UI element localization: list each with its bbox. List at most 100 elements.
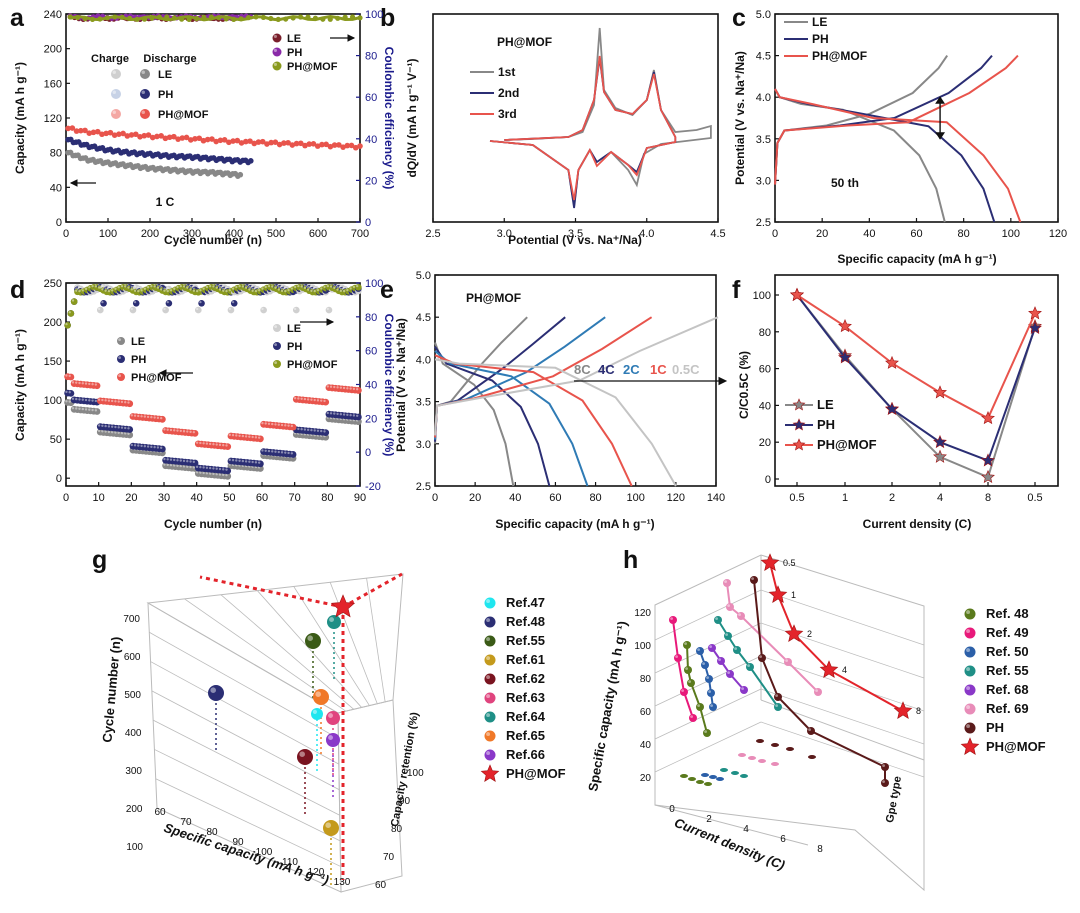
highlight (706, 676, 709, 679)
capacity-point-PH (67, 390, 75, 397)
highlight (709, 645, 712, 648)
capacity-point-PH@MOF (289, 142, 296, 148)
gridline (654, 804, 809, 846)
highlight (704, 730, 707, 733)
legend-marker (792, 398, 806, 411)
highlight (130, 307, 133, 311)
highlight (727, 671, 730, 674)
capacity-point-PH@MOF (348, 142, 355, 149)
y-tick-label: 0 (56, 217, 62, 229)
highlight (88, 285, 91, 289)
highlight (166, 428, 169, 431)
data-point-Ref. 69 (737, 612, 745, 620)
capacity-point-PH@MOF (158, 415, 166, 423)
highlight (117, 285, 120, 289)
data-point-Ref. 55 (746, 663, 754, 671)
gridline (760, 688, 925, 745)
capacity-point-PH@MOF (289, 423, 297, 431)
capacity-point-PH@MOF (65, 125, 71, 132)
highlight (169, 289, 173, 292)
data-point-PH (881, 779, 889, 787)
capacity-point-PH@MOF (306, 141, 313, 147)
legend-label-8C: 8C (574, 362, 591, 377)
highlight (355, 388, 359, 391)
highlight (97, 429, 101, 433)
highlight (966, 724, 970, 728)
x-tick-label: 20 (125, 492, 137, 504)
highlight (195, 471, 199, 474)
x-tick-label: 3.0 (497, 228, 512, 240)
legend-label-LE: LE (158, 69, 172, 81)
floor-point-PH (756, 739, 764, 743)
ce-point (162, 306, 169, 314)
x-tick-label: 0 (432, 492, 438, 504)
panel-label-h: h (623, 546, 638, 574)
x-tick-label: 4.5 (710, 228, 725, 240)
gridline (293, 586, 370, 706)
capacity-point-LE (224, 472, 232, 480)
highlight (209, 284, 212, 288)
capacity-point-PH@MOF (256, 435, 264, 443)
series-line-Ref. 49 (672, 619, 694, 719)
highlight (708, 690, 711, 693)
x-tick-label: 60 (910, 228, 922, 240)
gridline (154, 749, 341, 842)
ce-point (238, 16, 244, 22)
data-point-PH@MOF (760, 553, 780, 571)
highlight (150, 284, 153, 288)
capacity-point-PH@MOF (111, 132, 118, 138)
gridline (220, 594, 354, 710)
legend-label-4C: 4C (598, 362, 615, 377)
legend-label-PH@MOF: PH@MOF (287, 61, 338, 73)
highlight (287, 289, 290, 292)
highlight (339, 413, 343, 416)
floor-point-Ref. 48 (704, 782, 712, 786)
ce-point (216, 15, 222, 21)
highlight (352, 387, 356, 391)
data-point-LE (981, 469, 995, 484)
y-tick-label: 100 (126, 842, 143, 853)
highlight (718, 658, 721, 661)
legend-label-PH: PH (817, 417, 835, 432)
y-tick-label: 300 (125, 766, 142, 777)
capacity-point-PH@MOF (73, 128, 80, 134)
x-tick-label: 0.5 (789, 492, 804, 504)
highlight (759, 655, 762, 658)
capacity-point-PH@MOF (297, 140, 304, 147)
legend-label-Ref. 49: Ref. 49 (986, 625, 1029, 640)
highlight (94, 383, 98, 386)
highlight (205, 466, 209, 469)
panel-label-g: g (92, 546, 107, 574)
legend-marker (480, 764, 500, 782)
x-tick-label: 70 (289, 492, 301, 504)
ce-point (64, 321, 71, 329)
highlight (329, 412, 333, 415)
highlight (310, 398, 313, 401)
highlight (257, 461, 261, 464)
y2-axis-label: Coulombic efficiency (%) (382, 47, 396, 190)
guide-line (342, 572, 403, 609)
highlight (228, 458, 231, 462)
highlight (688, 680, 691, 683)
highlight (271, 422, 274, 426)
y-tick-label: 4.0 (416, 354, 431, 366)
data-point-LE (933, 449, 947, 463)
highlight (326, 307, 329, 311)
highlight (130, 288, 133, 291)
highlight (290, 424, 294, 428)
y-tick-label: 240 (44, 9, 62, 21)
ce-point (119, 14, 125, 20)
highlight (248, 288, 251, 291)
ce-point (342, 14, 348, 20)
ce-point (171, 15, 177, 21)
capacity-point-PH@MOF (217, 137, 224, 144)
highlight (310, 428, 313, 432)
capacity-point-PH (289, 451, 297, 458)
highlight (231, 300, 235, 304)
highlight (293, 396, 297, 400)
highlight (251, 435, 254, 439)
capacity-point-PH@MOF (128, 132, 135, 138)
highlight (71, 299, 75, 302)
y-axis-label: dQ/dV (mA h g⁻¹ V⁻¹) (405, 59, 419, 178)
y-tick-label: 700 (123, 614, 140, 625)
